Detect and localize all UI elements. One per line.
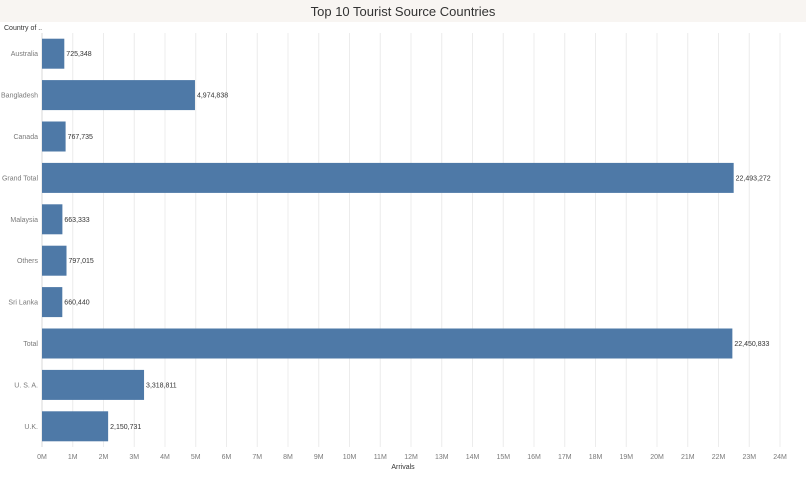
x-tick-label: 10M <box>343 454 357 461</box>
x-tick-label: 11M <box>374 454 387 461</box>
x-tick-label: 23M <box>742 454 756 461</box>
x-tick-label: 8M <box>283 454 293 461</box>
bars <box>42 38 734 442</box>
x-tick-label: 9M <box>314 454 324 461</box>
category-label: Bangladesh <box>1 93 38 100</box>
category-label: U.K. <box>24 424 38 431</box>
x-tick-label: 4M <box>160 454 170 461</box>
bar[interactable] <box>42 121 66 152</box>
value-label: 725,348 <box>66 51 91 58</box>
x-tick-label: 17M <box>558 454 572 461</box>
bar[interactable] <box>42 204 63 235</box>
bar[interactable] <box>42 287 63 318</box>
category-labels: Australia Bangladesh Canada Grand Total Mala… <box>1 51 38 431</box>
category-label: Sri Lanka <box>8 300 38 307</box>
chart-title: Top 10 Tourist Source Countries <box>310 3 496 19</box>
value-label: 4,974,838 <box>197 93 228 100</box>
x-tick-label: 7M <box>252 454 262 461</box>
category-label: Grand Total <box>2 175 39 182</box>
x-tick-label: 5M <box>191 454 201 461</box>
category-label: Australia <box>11 51 38 58</box>
bar[interactable] <box>42 369 145 400</box>
bar[interactable] <box>42 411 109 442</box>
category-label: Others <box>17 258 39 265</box>
x-tick-label: 3M <box>129 454 139 461</box>
value-label: 22,493,272 <box>736 175 771 182</box>
x-tick-label: 24M <box>773 454 787 461</box>
value-label: 797,015 <box>69 258 94 265</box>
x-axis-title: Arrivals <box>391 464 415 471</box>
category-label: Malaysia <box>10 217 38 224</box>
x-tick-label: 18M <box>589 454 603 461</box>
x-tick-label: 1M <box>68 454 78 461</box>
row-header-label: Country of .. <box>4 25 43 32</box>
category-label: Total <box>23 341 38 348</box>
x-tick-label: 14M <box>466 454 480 461</box>
value-labels: 725,348 4,974,838 767,735 22,493,272 663,333… <box>64 51 771 431</box>
x-tick-label: 21M <box>681 454 695 461</box>
value-label: 2,150,731 <box>110 424 141 431</box>
x-tick-label: 12M <box>404 454 418 461</box>
bar[interactable] <box>42 245 67 276</box>
value-label: 660,440 <box>64 300 89 307</box>
bar[interactable] <box>42 80 195 111</box>
x-tick-label: 16M <box>527 454 541 461</box>
x-axis-ticks: 0M 1M 2M 3M 4M 5M 6M 7M 8M 9M 10M 11M 12M 13M 14M 15M 16… <box>37 454 787 461</box>
x-tick-label: 6M <box>222 454 232 461</box>
value-label: 767,735 <box>68 134 93 141</box>
title-bar: Top 10 Tourist Source Countries <box>0 0 806 22</box>
x-tick-label: 20M <box>650 454 664 461</box>
category-label: Canada <box>13 134 38 141</box>
value-label: 3,318,811 <box>146 382 177 389</box>
bar[interactable] <box>42 328 733 359</box>
x-tick-label: 0M <box>37 454 47 461</box>
value-label: 663,333 <box>64 217 89 224</box>
x-tick-label: 2M <box>99 454 109 461</box>
x-tick-label: 22M <box>712 454 726 461</box>
x-tick-label: 19M <box>619 454 633 461</box>
x-tick-label: 13M <box>435 454 449 461</box>
value-label: 22,450,833 <box>734 341 769 348</box>
category-label: U. S. A. <box>14 382 38 389</box>
bar[interactable] <box>42 162 734 193</box>
x-tick-label: 15M <box>496 454 510 461</box>
bar[interactable] <box>42 38 65 69</box>
